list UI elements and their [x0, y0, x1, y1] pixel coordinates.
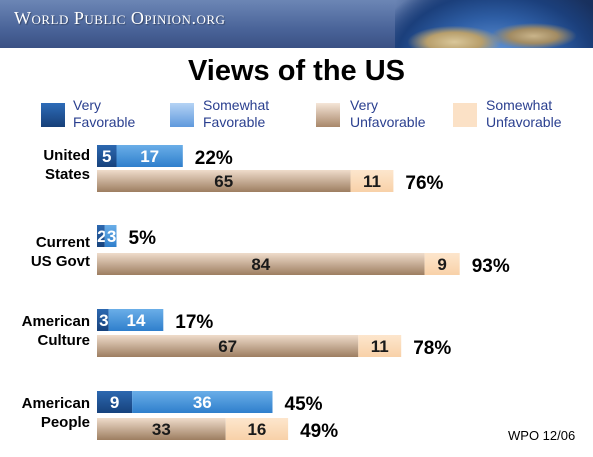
bar-current-us-govt-very-unfavorable	[97, 253, 425, 275]
bar-label-united-states-somewhat-unfavorable: 11	[363, 172, 381, 191]
legend-swatch-very-unfavorable	[316, 103, 340, 127]
bar-current-us-govt-somewhat-favorable	[104, 225, 117, 247]
bar-american-culture-very-favorable	[97, 309, 109, 331]
bar-united-states-somewhat-favorable	[116, 145, 183, 167]
bar-american-culture-somewhat-favorable	[108, 309, 164, 331]
total-unfavorable-american-culture: 78%	[413, 338, 451, 359]
row-label-american-people: American People	[21, 395, 90, 431]
total-unfavorable-united-states: 76%	[405, 173, 443, 194]
bar-label-american-culture-somewhat-unfavorable: 11	[371, 337, 389, 356]
bar-label-american-culture-somewhat-favorable: 14	[127, 311, 146, 330]
total-favorable-current-us-govt: 5%	[129, 228, 157, 249]
row-label-current-us-govt: Current US Govt	[30, 234, 90, 270]
globe-image	[395, 0, 593, 48]
source-note: WPO 12/06	[508, 428, 576, 443]
site-logo-text: World Public Opinion.org	[14, 8, 226, 28]
bar-united-states-very-favorable	[97, 145, 117, 167]
bar-label-american-people-very-unfavorable: 33	[152, 420, 171, 439]
bar-label-united-states-very-unfavorable: 65	[214, 172, 233, 191]
legend-label-very-unfavorable: Very Unfavorable	[350, 97, 426, 130]
bar-label-current-us-govt-somewhat-favorable: 3	[107, 227, 116, 246]
bar-american-culture-very-unfavorable	[97, 335, 359, 357]
total-unfavorable-american-people: 49%	[300, 421, 338, 442]
row-label-american-culture: American Culture	[21, 313, 90, 349]
bar-label-current-us-govt-somewhat-unfavorable: 9	[437, 255, 446, 274]
legend-label-somewhat-favorable: Somewhat Favorable	[203, 97, 270, 130]
bar-label-american-culture-very-favorable: 3	[99, 311, 108, 330]
bar-label-united-states-somewhat-favorable: 17	[140, 147, 159, 166]
bar-american-people-somewhat-unfavorable	[225, 418, 289, 440]
bar-label-american-culture-very-unfavorable: 67	[218, 337, 237, 356]
total-unfavorable-current-us-govt: 93%	[472, 256, 510, 277]
bar-american-culture-somewhat-unfavorable	[358, 335, 402, 357]
bar-current-us-govt-very-favorable	[97, 225, 105, 247]
bar-american-people-somewhat-favorable	[132, 391, 273, 413]
header-banner: World Public Opinion.org	[0, 0, 593, 48]
row-label-united-states: United States	[43, 147, 90, 183]
total-favorable-american-culture: 17%	[175, 312, 213, 333]
legend-swatch-very-favorable	[41, 103, 65, 127]
legend-swatch-somewhat-unfavorable	[453, 103, 477, 127]
bar-label-american-people-somewhat-unfavorable: 16	[247, 420, 266, 439]
chart-title: Views of the US	[187, 55, 406, 87]
bar-united-states-very-unfavorable	[97, 170, 351, 192]
bar-label-american-people-somewhat-favorable: 36	[193, 393, 212, 412]
bar-label-united-states-very-favorable: 5	[102, 147, 111, 166]
bar-current-us-govt-somewhat-unfavorable	[424, 253, 460, 275]
bar-label-current-us-govt-very-favorable: 2	[97, 227, 106, 246]
total-favorable-united-states: 22%	[195, 148, 233, 169]
bar-united-states-somewhat-unfavorable	[350, 170, 394, 192]
legend-label-somewhat-unfavorable: Somewhat Unfavorable	[486, 97, 562, 130]
bar-american-people-very-favorable	[97, 391, 133, 413]
total-favorable-american-people: 45%	[285, 394, 323, 415]
bar-label-american-people-very-favorable: 9	[110, 393, 119, 412]
legend-label-very-favorable: Very Favorable	[73, 97, 136, 130]
bar-american-people-very-unfavorable	[97, 418, 226, 440]
legend-swatch-somewhat-favorable	[170, 103, 194, 127]
bar-label-current-us-govt-very-unfavorable: 84	[251, 255, 270, 274]
